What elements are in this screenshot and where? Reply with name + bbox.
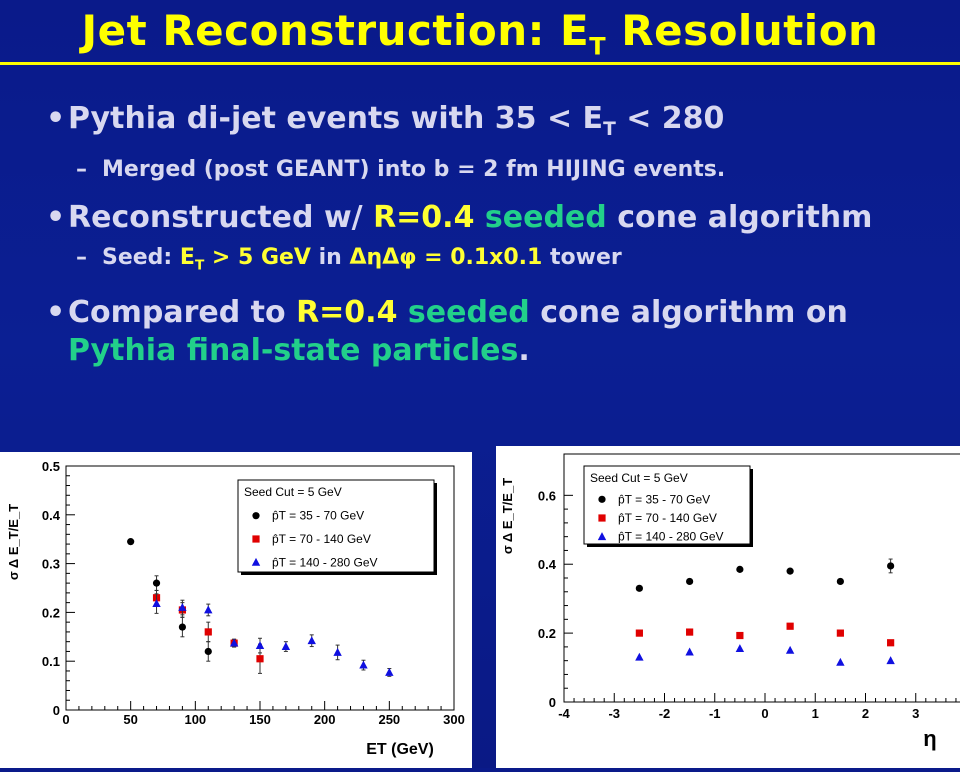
data-point-series-1: [178, 623, 186, 631]
legend-marker-series-2: [252, 535, 260, 543]
legend-label-series-3: p̂T = 140 - 280 GeV: [272, 555, 378, 569]
x-tick-label: 150: [249, 712, 271, 727]
legend-marker-series-1: [252, 512, 260, 520]
chart-eta-resolution: -4-3-2-10123400.20.40.6ησ Δ E_T/E_TSeed …: [500, 453, 960, 751]
y-tick-label: 0.4: [42, 508, 61, 523]
data-point-series-1: [786, 567, 794, 575]
legend-marker-series-1: [598, 495, 606, 503]
data-point-series-3: [685, 647, 694, 656]
y-tick-label: 0.2: [538, 626, 556, 641]
data-point-series-1: [635, 584, 643, 592]
data-point-series-1: [127, 538, 135, 546]
data-point-series-3: [836, 657, 845, 666]
y-tick-label: 0.2: [42, 605, 60, 620]
data-point-series-3: [229, 638, 239, 647]
legend-label-series-3: p̂T = 140 - 280 GeV: [618, 530, 724, 544]
title-underline: [0, 62, 960, 65]
data-point-series-2: [836, 629, 844, 637]
data-point-series-1: [686, 577, 694, 586]
data-point-series-1: [152, 579, 161, 587]
x-tick-label: 0: [62, 712, 69, 727]
sub-bullet-1: Merged (post GEANT) into b = 2 fm HIJING…: [76, 155, 946, 185]
legend-marker-series-3: [251, 557, 261, 566]
x-tick-label: 200: [314, 712, 336, 727]
bullet-1: Pythia di-jet events with 35 < ET < 280: [46, 100, 946, 149]
data-point-series-2: [736, 631, 744, 640]
data-point-series-3: [385, 667, 394, 676]
legend-label-series-1: p̂T = 35 - 70 GeV: [618, 492, 710, 506]
data-point-series-3: [255, 641, 265, 649]
legend-marker-series-2: [598, 514, 606, 522]
data-point-series-3: [886, 656, 895, 665]
data-point-series-3: [178, 603, 187, 611]
legend-title: Seed Cut = 5 GeV: [590, 471, 688, 485]
bullet-3: Compared to R=0.4 seeded cone algorithm …: [46, 294, 946, 370]
x-axis-label: η: [923, 726, 936, 751]
x-tick-label: -2: [659, 706, 671, 721]
data-point-series-3: [785, 645, 795, 654]
y-tick-label: 0.1: [42, 654, 60, 669]
x-tick-label: 250: [378, 712, 400, 727]
legend-marker-series-3: [597, 532, 607, 541]
y-tick-label: 0.3: [42, 557, 60, 572]
x-tick-label: 300: [443, 712, 465, 727]
bullet-2: Reconstructed w/ R=0.4 seeded cone algor…: [46, 199, 946, 237]
x-tick-label: -1: [709, 706, 721, 721]
data-point-series-1: [204, 647, 212, 656]
data-point-series-2: [204, 628, 212, 636]
data-point-series-3: [735, 644, 745, 653]
chart-panel-et: 0 50 100 150 200 250 300 0 0.1 0.2 0.3 0.4 0.5 ET (Ge…: [0, 452, 472, 768]
slide-title: Jet Reconstruction: ET Resolution: [81, 6, 879, 61]
data-point-series-1: [836, 577, 844, 586]
legend-label-series-2: p̂T = 70 - 140 GeV: [618, 511, 717, 525]
legend-label-series-1: p̂T = 35 - 70 GeV: [272, 509, 364, 523]
data-point-series-3: [333, 647, 342, 656]
x-tick-label: 50: [123, 712, 137, 727]
data-point-series-2: [635, 629, 643, 637]
x-tick-label: 1: [812, 706, 819, 721]
data-point-series-3: [281, 642, 291, 650]
y-tick-label: 0: [549, 695, 556, 710]
data-point-series-2: [256, 655, 264, 663]
data-point-series-2: [786, 622, 794, 630]
x-axis-label: ET (GeV): [366, 741, 434, 758]
y-axis-label: σ Δ E_T/E_T: [6, 504, 21, 580]
x-tick-label: 0: [761, 706, 768, 721]
bullet-list: Pythia di-jet events with 35 < ET < 280 …: [46, 100, 946, 376]
data-point-series-3: [359, 660, 368, 669]
legend-box: [583, 465, 751, 545]
y-axis-label: σ Δ E_T/E_T: [500, 478, 515, 554]
legend-label-series-2: p̂T = 70 - 140 GeV: [272, 532, 371, 546]
y-tick-label: 0.6: [538, 488, 556, 503]
y-tick-label: 0.4: [538, 557, 557, 572]
x-tick-label: 100: [184, 712, 206, 727]
x-tick-label: -3: [608, 706, 620, 721]
data-point-series-3: [152, 599, 161, 608]
sub-bullet-2: Seed: ET > 5 GeV in ΔηΔφ = 0.1x0.1 tower: [76, 243, 946, 280]
y-tick-label: 0.5: [42, 459, 60, 474]
chart-panel-eta: -4-3-2-10123400.20.40.6ησ Δ E_T/E_TSeed …: [496, 446, 960, 768]
chart-et-resolution: 0 50 100 150 200 250 300 0 0.1 0.2 0.3 0.4 0.5 ET (Ge…: [6, 459, 465, 758]
data-point-series-2: [686, 628, 694, 636]
data-point-series-3: [307, 636, 316, 645]
data-point-series-3: [635, 652, 644, 661]
data-point-series-1: [887, 562, 895, 570]
data-point-series-3: [204, 605, 213, 614]
data-point-series-2: [887, 639, 895, 647]
legend-title: Seed Cut = 5 GeV: [244, 485, 342, 499]
x-tick-label: -4: [558, 706, 570, 721]
x-tick-label: 3: [912, 706, 919, 721]
y-tick-label: 0: [53, 703, 60, 718]
data-point-series-1: [736, 565, 744, 573]
legend-box: [237, 479, 435, 573]
x-tick-label: 2: [862, 706, 869, 721]
